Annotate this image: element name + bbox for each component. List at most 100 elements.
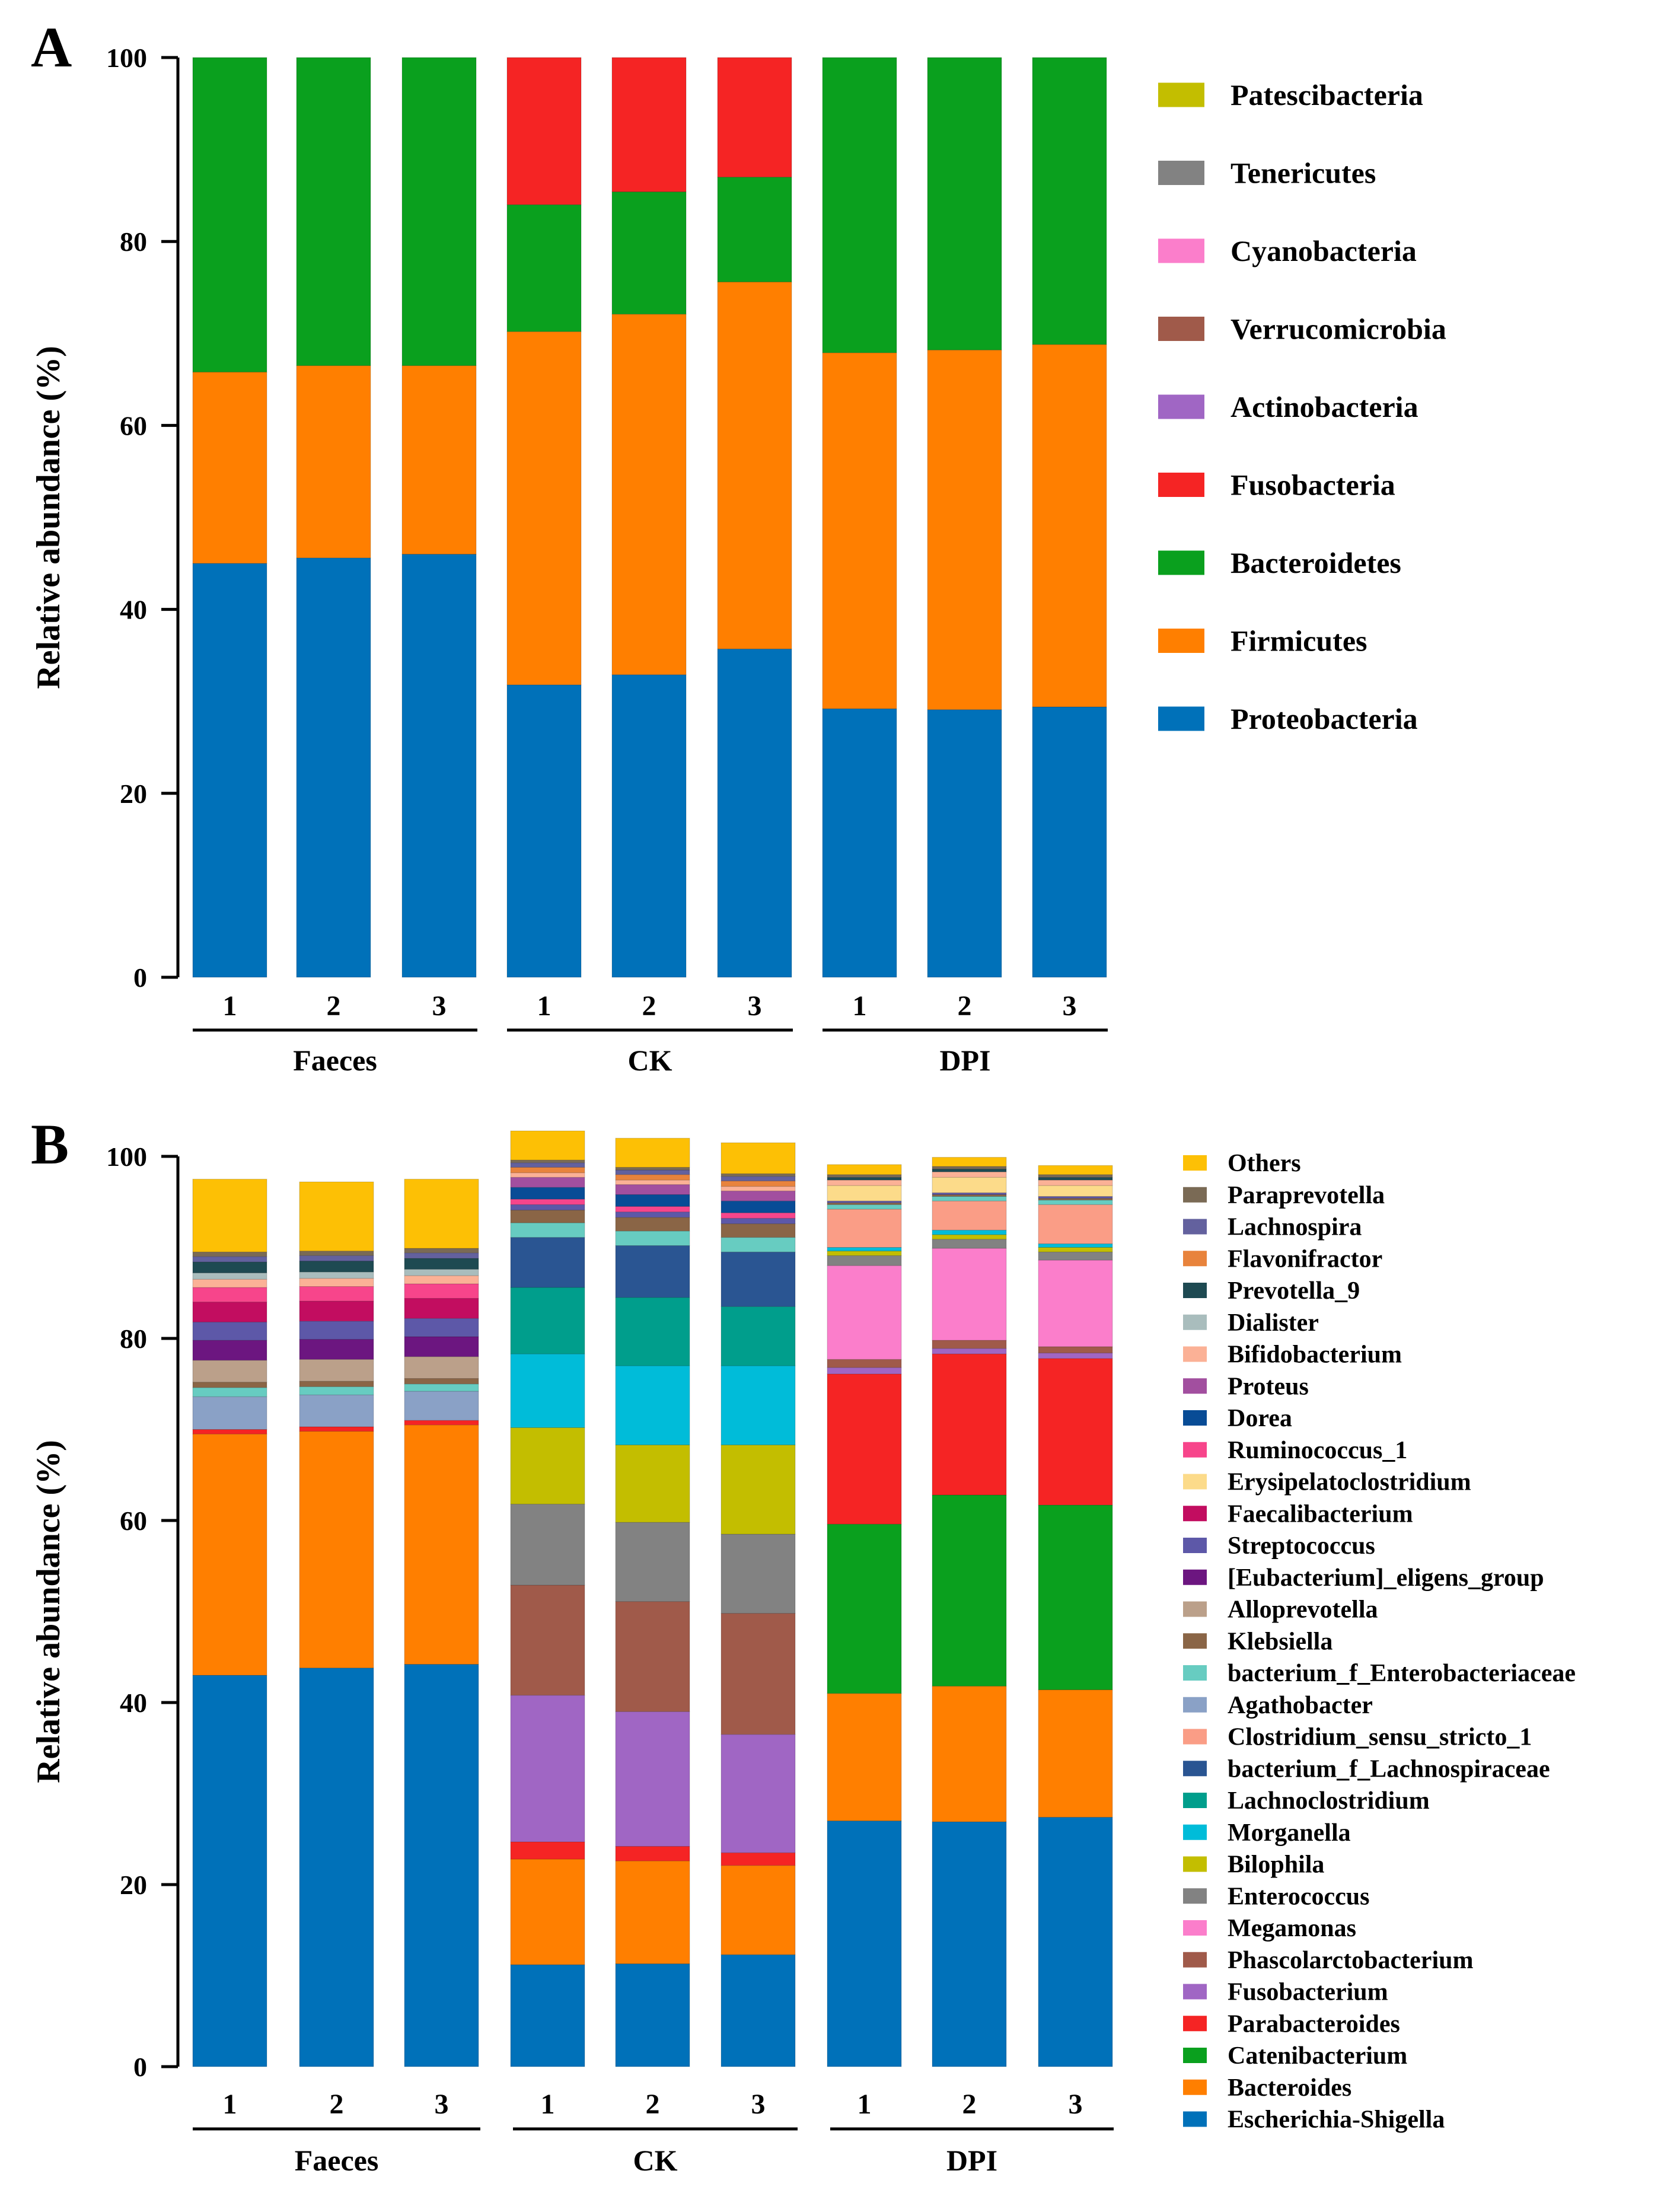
legend-label-megamonas: Megamonas <box>1228 1915 1356 1942</box>
x-sample-label: 2 <box>646 2089 660 2120</box>
bar-segment-flavonifractor <box>615 1174 690 1181</box>
bar-segment-paraprevotella <box>1038 1174 1113 1178</box>
bar-segment-lachnospira <box>510 1162 585 1168</box>
legend-swatch-ruminococcus-1 <box>1183 1442 1207 1458</box>
bar-segment-firmicutes <box>296 365 371 559</box>
bar-segment-bacteroidetes <box>1032 57 1107 345</box>
bar-segment-proteobacteria <box>192 563 267 978</box>
bar-segment-escherichia-shigella <box>615 1963 690 2067</box>
bar-segment-parabacteroides <box>615 1846 690 1861</box>
bar-segment-lachnoclostridium <box>510 1287 585 1354</box>
legend-swatch-dialister <box>1183 1314 1207 1330</box>
bar-segment-firmicutes <box>1032 344 1107 707</box>
bar-segment-bilophila <box>721 1445 796 1535</box>
bar-segment-ruminococcus-1 <box>510 1198 585 1205</box>
bar-segment-catenibacterium <box>932 1494 1007 1687</box>
bar-segment-lachnospira <box>192 1256 267 1263</box>
legend-label-agathobacter: Agathobacter <box>1228 1692 1373 1719</box>
x-sample-label: 1 <box>537 990 552 1022</box>
bar-segment-bifidobacterium <box>192 1279 267 1288</box>
legend-label-patescibacteria: Patescibacteria <box>1230 78 1423 111</box>
legend-swatch-tenericutes <box>1158 161 1204 185</box>
bar-segment-proteobacteria <box>717 648 792 978</box>
bar-segment-others <box>1038 1165 1113 1175</box>
bar-segment-escherichia-shigella <box>299 1668 374 2067</box>
bar-segment-bifidobacterium <box>1038 1179 1113 1186</box>
bar-segment-bacterium-f-enterobacteriaceae <box>721 1237 796 1252</box>
bar-segment-erysipelatoclostridium <box>827 1185 902 1201</box>
legend-swatch-patescibacteria <box>1158 82 1204 107</box>
bar-segment-phascolarctobacterium <box>510 1585 585 1696</box>
bar-segment-bifidobacterium <box>615 1179 690 1185</box>
legend-swatch-morganella <box>1183 1824 1207 1840</box>
bar-segment-phascolarctobacterium <box>932 1340 1007 1349</box>
bar-segment-bacteroidetes <box>296 57 371 366</box>
bar-segment-fusobacteria <box>506 57 582 205</box>
bar-segment-streptococcus <box>192 1321 267 1341</box>
legend-label-erysipelatoclostridium: Erysipelatoclostridium <box>1228 1469 1471 1496</box>
legend-label-escherichia-shigella: Escherichia-Shigella <box>1228 2106 1445 2134</box>
bar-segment-fusobacterium <box>510 1695 585 1842</box>
bar-segment-enterococcus <box>1038 1251 1113 1261</box>
bar-segment-bacteroidetes <box>401 57 477 366</box>
bar-segment-enterococcus <box>932 1239 1007 1249</box>
bar-segment-agathobacter <box>192 1396 267 1430</box>
bar-segment-klebsiella <box>615 1217 690 1232</box>
bar-segment-others <box>827 1164 902 1175</box>
legend-swatch-faecalibacterium <box>1183 1506 1207 1522</box>
legend-label-tenericutes: Tenericutes <box>1230 157 1376 190</box>
bar-segment-faecalibacterium <box>192 1302 267 1322</box>
bar-segment-streptococcus <box>721 1217 796 1225</box>
legend-swatch-clostridium-sensu-stricto-1 <box>1183 1729 1207 1745</box>
bar-segment-fusobacteria <box>611 57 687 192</box>
x-sample-label: 1 <box>223 990 237 1022</box>
legend-label-verrucomicrobia: Verrucomicrobia <box>1230 313 1446 346</box>
bar-segment-lachnospira <box>299 1255 374 1262</box>
bar-segment-morganella <box>510 1353 585 1428</box>
bar-segment-bacteroides <box>510 1858 585 1965</box>
legend-label-lachnoclostridium: Lachnoclostridium <box>1228 1787 1430 1815</box>
bar-segment-phascolarctobacterium <box>615 1601 690 1712</box>
bar-segment-others <box>932 1157 1007 1167</box>
bar-segment-bifidobacterium <box>510 1172 585 1178</box>
y-tick-label: 0 <box>133 2052 147 2082</box>
legend-label-prevotella-9: Prevotella_9 <box>1228 1277 1360 1305</box>
bar-segment-bifidobacterium <box>932 1171 1007 1178</box>
bar-segment-paraprevotella <box>192 1251 267 1257</box>
bar-segment-klebsiella <box>299 1381 374 1387</box>
bar-segment-fusobacteria <box>717 57 792 178</box>
legend-label-phascolarctobacterium: Phascolarctobacterium <box>1228 1947 1473 1974</box>
legend-label-eubacterium-eligens-group: [Eubacterium]_eligens_group <box>1228 1564 1544 1592</box>
panel-b-chart: 0 20 40 60 80 100 Relative abundance (%) 1 2 3 Fae… <box>30 1130 1576 2177</box>
legend-label-proteus: Proteus <box>1228 1373 1309 1400</box>
bar-segment-bacteroides <box>299 1431 374 1669</box>
x-sample-label: 3 <box>435 2089 449 2120</box>
bar-segment-others <box>404 1178 479 1249</box>
legend-swatch-enterococcus <box>1183 1888 1207 1904</box>
bar-segment-catenibacterium <box>827 1523 902 1694</box>
y-tick-label: 40 <box>120 1688 147 1718</box>
bar-segment-others <box>192 1178 267 1252</box>
bar-segment-others <box>510 1130 585 1161</box>
x-sample-label: 3 <box>751 2089 766 2120</box>
bar-segment-megamonas <box>827 1265 902 1360</box>
bar-segment-parabacteroides <box>932 1353 1007 1496</box>
bar-segment-bilophila <box>932 1234 1007 1240</box>
bar-segment-others <box>615 1137 690 1168</box>
bar-segment-dorea <box>510 1187 585 1200</box>
bar-segment-erysipelatoclostridium <box>932 1177 1007 1193</box>
bar-segment-firmicutes <box>717 281 792 649</box>
x-sample-label: 2 <box>327 990 341 1022</box>
bar-segment-faecalibacterium <box>404 1298 479 1319</box>
bar-segment-prevotella-9 <box>827 1177 902 1181</box>
legend-label-ruminococcus-1: Ruminococcus_1 <box>1228 1437 1407 1464</box>
bar-segment-fusobacterium <box>1038 1353 1113 1359</box>
legend-swatch-alloprevotella <box>1183 1601 1207 1617</box>
bar-segment-enterococcus <box>721 1534 796 1614</box>
legend-label-firmicutes: Firmicutes <box>1230 624 1367 658</box>
bar-segment-fusobacterium <box>932 1348 1007 1354</box>
legend-swatch-paraprevotella <box>1183 1187 1207 1203</box>
y-tick-label: 60 <box>120 1506 147 1536</box>
legend-label-dorea: Dorea <box>1228 1405 1292 1432</box>
